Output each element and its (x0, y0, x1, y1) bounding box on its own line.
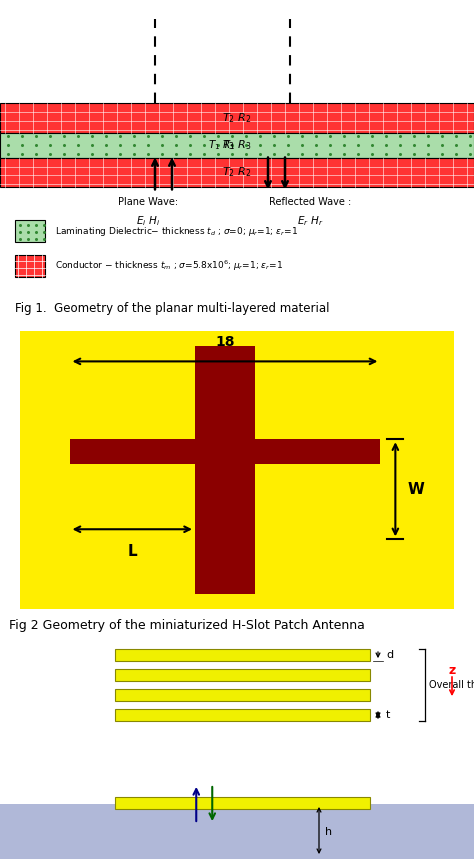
Bar (0, 133, 474, 157)
Text: t: t (386, 710, 391, 720)
Bar (0, 157, 474, 187)
Bar (70, 346, 195, 439)
Bar (0, 103, 474, 133)
Text: Fig 1.  Geometry of the planar multi-layered material: Fig 1. Geometry of the planar multi-laye… (15, 302, 329, 314)
Text: $T_1\ R_1$: $T_1\ R_1$ (208, 137, 236, 151)
Text: Plane Wave:: Plane Wave: (118, 198, 178, 207)
Text: $E_r\ H_r$: $E_r\ H_r$ (297, 214, 323, 228)
Text: Fig 2 Geometry of the miniaturized H-Slot Patch Antenna: Fig 2 Geometry of the miniaturized H-Slo… (9, 619, 365, 632)
Bar (15, 220, 45, 242)
Text: $T_2\ R_2$: $T_2\ R_2$ (222, 166, 252, 180)
Text: Conductor $-$ thickness $t_m$ ; $\sigma$=5.8x10$^6$; $\mu_r$=1; $\varepsilon_r$=: Conductor $-$ thickness $t_m$ ; $\sigma$… (55, 259, 283, 273)
Text: h: h (325, 826, 332, 837)
Bar (0, 804, 474, 859)
Bar (115, 689, 370, 701)
Text: $T_2\ R_2$: $T_2\ R_2$ (222, 111, 252, 125)
Bar (115, 669, 370, 681)
Bar (70, 346, 380, 594)
Text: $E_i\ H_i$: $E_i\ H_i$ (136, 214, 160, 228)
Text: z: z (448, 664, 456, 677)
Text: W: W (407, 482, 424, 497)
Text: L: L (128, 545, 137, 559)
Bar (255, 465, 380, 594)
Bar (115, 797, 370, 809)
Text: d: d (386, 650, 393, 660)
Text: Laminating Dielectric$-$ thickness $t_d$ ; $\sigma$=0; $\mu_r$=1; $\varepsilon_r: Laminating Dielectric$-$ thickness $t_d$… (55, 224, 298, 238)
Bar (70, 465, 195, 594)
Bar (115, 649, 370, 661)
Text: Overall thickness: Overall thickness (429, 680, 474, 690)
Bar (115, 709, 370, 721)
Text: 18: 18 (215, 335, 235, 350)
Text: $T_3\ R_3$: $T_3\ R_3$ (222, 138, 252, 152)
Text: Reflected Wave :: Reflected Wave : (269, 198, 351, 207)
Bar (255, 346, 380, 439)
Bar (15, 255, 45, 277)
